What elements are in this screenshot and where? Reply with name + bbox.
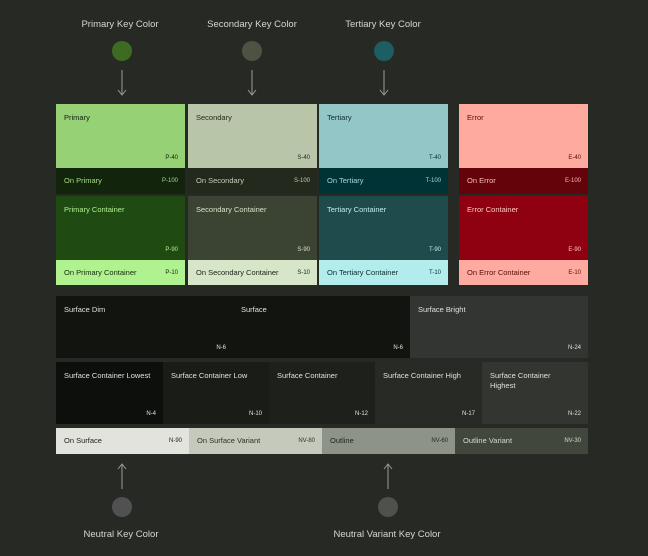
tertiary-key-color-label: Tertiary Key Color xyxy=(345,19,421,30)
surface-tile: Surface N-6 xyxy=(233,296,410,358)
neutral-arrow-up-icon xyxy=(117,463,127,489)
tile-tone: S-90 xyxy=(297,247,310,253)
tile-tone: N-6 xyxy=(393,345,403,351)
on-error-container-tile: On Error Container E-10 xyxy=(459,260,588,285)
tile-tone: P-90 xyxy=(165,247,178,253)
tile-tone: S-40 xyxy=(297,155,310,161)
tile-name: Tertiary Container xyxy=(327,205,387,214)
outline-tile: Outline NV-60 xyxy=(322,428,455,454)
tile-name: Surface Container High xyxy=(383,371,461,380)
tile-name: Surface Container xyxy=(277,371,338,380)
tile-tone: S-10 xyxy=(297,269,310,276)
on-tertiary-tile: On Tertiary T-100 xyxy=(319,168,448,194)
primary-key-color-swatch xyxy=(112,41,132,61)
tile-tone: N-6 xyxy=(216,345,226,351)
tile-tone: T-40 xyxy=(428,155,441,161)
outline-variant-tile: Outline Variant NV-30 xyxy=(455,428,588,454)
neutral-key-color-swatch xyxy=(112,497,132,517)
on-error-tile: On Error E-100 xyxy=(459,168,588,194)
secondary-key-color-label: Secondary Key Color xyxy=(207,19,297,30)
tile-tone: N-10 xyxy=(248,411,262,417)
tertiary-tile: Tertiary T-40 xyxy=(319,104,448,168)
tile-name: Secondary Container xyxy=(196,205,267,214)
error-tile: Error E-40 xyxy=(459,104,588,168)
neutral-variant-key-color-swatch xyxy=(378,497,398,517)
tile-tone: N-17 xyxy=(461,411,475,417)
tile-tone: P-100 xyxy=(161,178,178,184)
primary-key-color-label: Primary Key Color xyxy=(81,19,159,30)
tile-name: Tertiary xyxy=(327,113,352,122)
tile-name: On Secondary xyxy=(196,176,244,185)
tile-name: Outline xyxy=(330,436,354,445)
tile-tone: T-100 xyxy=(425,178,441,184)
tile-name: Surface xyxy=(241,305,267,314)
tile-tone: P-40 xyxy=(165,155,178,161)
tile-tone: NV-80 xyxy=(298,438,315,444)
tile-tone: N-4 xyxy=(146,411,156,417)
tile-tone: T-10 xyxy=(428,269,441,276)
tile-tone: S-100 xyxy=(293,178,310,184)
tertiary-container-tile: Tertiary Container T-90 xyxy=(319,196,448,260)
neutral-key-color-label: Neutral Key Color xyxy=(83,529,159,540)
primary-arrow-down-icon xyxy=(117,70,127,96)
tile-tone: N-24 xyxy=(567,345,581,351)
tile-name: Surface Bright xyxy=(418,305,466,314)
secondary-key-color-swatch xyxy=(242,41,262,61)
secondary-tile: Secondary S-40 xyxy=(188,104,317,168)
on-primary-container-tile: On Primary Container P-10 xyxy=(56,260,185,285)
tile-tone: E-40 xyxy=(568,155,581,161)
on-secondary-container-tile: On Secondary Container S-10 xyxy=(188,260,317,285)
tile-name: Outline Variant xyxy=(463,436,513,445)
primary-container-tile: Primary Container P-90 xyxy=(56,196,185,260)
neutral-variant-key-color-label: Neutral Variant Key Color xyxy=(333,529,441,540)
on-secondary-tile: On Secondary S-100 xyxy=(188,168,317,194)
surface-bright-tile: Surface Bright N-24 xyxy=(410,296,588,358)
tile-name: Surface Container Lowest xyxy=(64,371,151,380)
surface-container-tile: Surface Container N-12 xyxy=(269,362,375,424)
tile-name: Primary xyxy=(64,113,90,122)
tile-tone: NV-60 xyxy=(431,438,448,444)
surface-container-highest-tile: Surface Container Highest N-22 xyxy=(482,362,588,424)
error-container-tile: Error Container E-90 xyxy=(459,196,588,260)
tile-tone: P-10 xyxy=(165,269,178,276)
tile-tone: E-100 xyxy=(564,178,581,184)
tile-tone: N-22 xyxy=(567,411,581,417)
secondary-arrow-down-icon xyxy=(247,70,257,96)
tile-name: On Error Container xyxy=(467,267,531,277)
tile-tone: N-12 xyxy=(354,411,368,417)
tile-name: On Surface Variant xyxy=(197,436,261,445)
tile-tone: T-90 xyxy=(428,247,441,253)
secondary-container-tile: Secondary Container S-90 xyxy=(188,196,317,260)
surface-container-high-tile: Surface Container High N-17 xyxy=(375,362,482,424)
tertiary-key-color-swatch xyxy=(374,41,394,61)
tile-name: Surface Container Highest xyxy=(490,371,551,390)
primary-tile: Primary P-40 xyxy=(56,104,185,168)
tile-name: On Secondary Container xyxy=(196,267,279,277)
on-surface-variant-tile: On Surface Variant NV-80 xyxy=(189,428,322,454)
tile-name: Surface Container Low xyxy=(171,371,248,380)
tertiary-arrow-down-icon xyxy=(379,70,389,96)
tile-name: On Primary xyxy=(64,176,102,185)
tile-name: On Error xyxy=(467,176,496,185)
tile-name: Surface Dim xyxy=(64,305,106,314)
tile-tone: E-90 xyxy=(568,247,581,253)
surface-container-low-tile: Surface Container Low N-10 xyxy=(163,362,269,424)
tile-tone: E-10 xyxy=(568,269,581,276)
tile-tone: N-90 xyxy=(168,438,182,444)
tile-name: Error Container xyxy=(467,205,519,214)
tile-name: On Tertiary xyxy=(327,176,364,185)
surface-dim-tile: Surface Dim N-6 xyxy=(56,296,233,358)
on-surface-tile: On Surface N-90 xyxy=(56,428,189,454)
on-tertiary-container-tile: On Tertiary Container T-10 xyxy=(319,260,448,285)
tile-name: Primary Container xyxy=(64,205,125,214)
tile-name: Error xyxy=(467,113,484,122)
tile-name: On Surface xyxy=(64,436,102,445)
tile-name: On Tertiary Container xyxy=(327,267,399,277)
tile-tone: NV-30 xyxy=(564,438,581,444)
surface-container-lowest-tile: Surface Container Lowest N-4 xyxy=(56,362,163,424)
on-primary-tile: On Primary P-100 xyxy=(56,168,185,194)
tile-name: Secondary xyxy=(196,113,232,122)
tile-name: On Primary Container xyxy=(64,267,137,277)
neutral-variant-arrow-up-icon xyxy=(383,463,393,489)
